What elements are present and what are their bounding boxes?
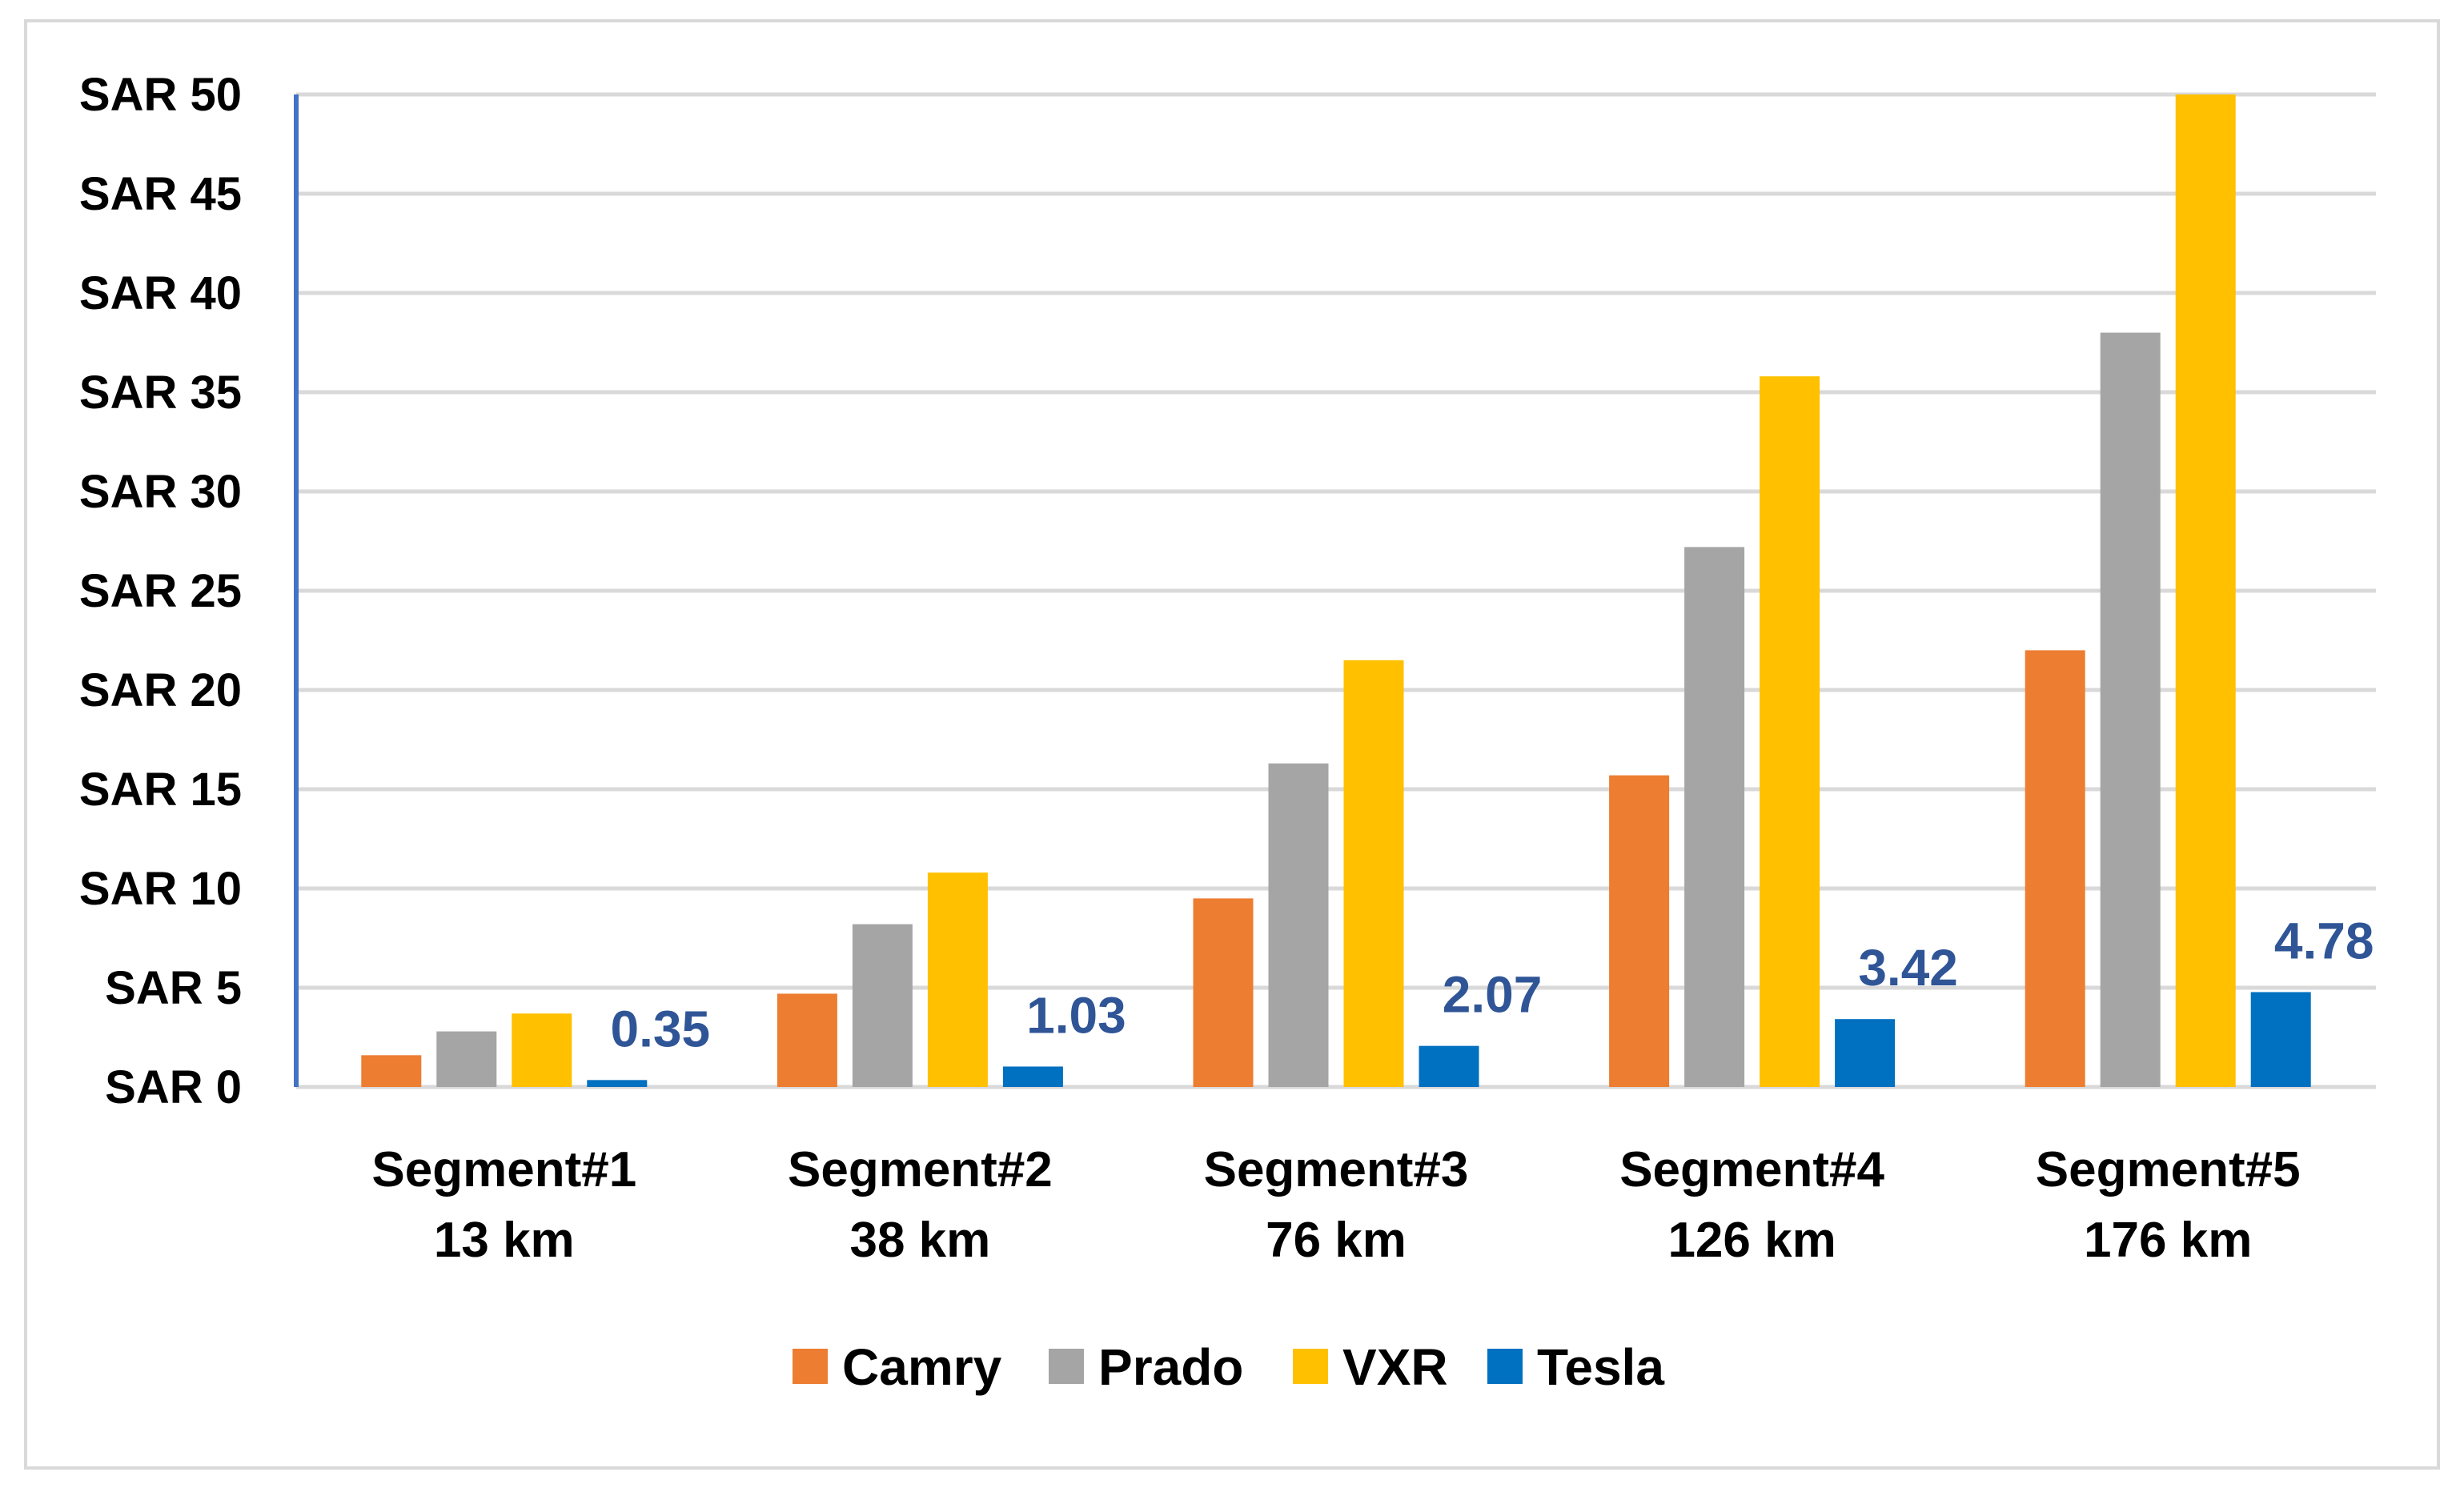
x-category-label: Segment#4 [1619,1142,1884,1197]
bar-tesla-4 [1835,1019,1896,1087]
x-category-sublabel: 13 km [434,1213,575,1268]
bar-vxr-2 [927,872,988,1087]
bar-camry-2 [777,993,837,1087]
data-label-tesla: 0.35 [611,1000,711,1057]
bar-camry-4 [1609,775,1670,1087]
data-label-tesla: 3.42 [1858,939,1958,997]
y-tick-label: SAR 45 [79,168,242,220]
y-tick-label: SAR 35 [79,367,242,419]
y-tick-label: SAR 10 [79,863,242,915]
legend-label-tesla: Tesla [1537,1338,1664,1396]
x-category-sublabel: 76 km [1266,1213,1407,1268]
bar-tesla-2 [1002,1066,1063,1087]
x-category-label: Segment#5 [2036,1142,2301,1197]
legend-swatch-tesla [1487,1349,1523,1384]
data-label-tesla: 4.78 [2274,912,2374,969]
data-label-tesla: 2.07 [1443,966,1543,1024]
y-tick-label: SAR 20 [79,664,242,716]
bar-tesla-5 [2250,992,2311,1087]
bar-prado-4 [1684,547,1745,1087]
x-category-sublabel: 176 km [2084,1213,2252,1268]
labels: SAR 0 SAR 5 SAR 10 SAR 15 SAR 20 SAR 25 SAR 30… [79,69,2374,1268]
y-tick-label: SAR 30 [79,466,242,518]
x-category-sublabel: 38 km [849,1213,990,1268]
legend-swatch-vxr [1293,1349,1328,1384]
bar-vxr-4 [1760,376,1820,1087]
x-category-label: Segment#1 [371,1142,636,1197]
bar-prado-5 [2100,332,2161,1088]
legend-swatch-prado [1049,1349,1084,1384]
bars [361,94,2311,1088]
y-tick-label: SAR 15 [79,764,242,816]
y-tick-label: SAR 0 [105,1061,242,1113]
legend: Camry Prado VXR Tesla [793,1338,1664,1396]
bar-vxr-5 [2175,94,2236,1087]
legend-label-vxr: VXR [1342,1338,1448,1396]
bar-vxr-3 [1343,660,1404,1087]
bar-camry-1 [361,1055,422,1087]
bar-prado-1 [436,1031,497,1087]
data-label-tesla: 1.03 [1026,986,1126,1044]
legend-label-prado: Prado [1098,1338,1243,1396]
y-tick-label: SAR 40 [79,267,242,319]
legend-swatch-camry [793,1349,828,1384]
bar-camry-5 [2025,650,2085,1087]
legend-label-camry: Camry [842,1338,1002,1396]
x-category-sublabel: 126 km [1667,1213,1836,1268]
x-category-label: Segment#2 [788,1142,1053,1197]
bar-prado-3 [1268,763,1329,1087]
bar-vxr-1 [512,1013,572,1087]
bar-tesla-1 [587,1080,648,1087]
y-tick-label: SAR 25 [79,565,242,617]
y-tick-label: SAR 50 [79,69,242,121]
y-tick-label: SAR 5 [105,962,242,1014]
bar-tesla-3 [1419,1045,1479,1087]
bar-prado-2 [852,924,913,1087]
bar-camry-3 [1193,898,1254,1087]
x-category-label: Segment#3 [1204,1142,1469,1197]
